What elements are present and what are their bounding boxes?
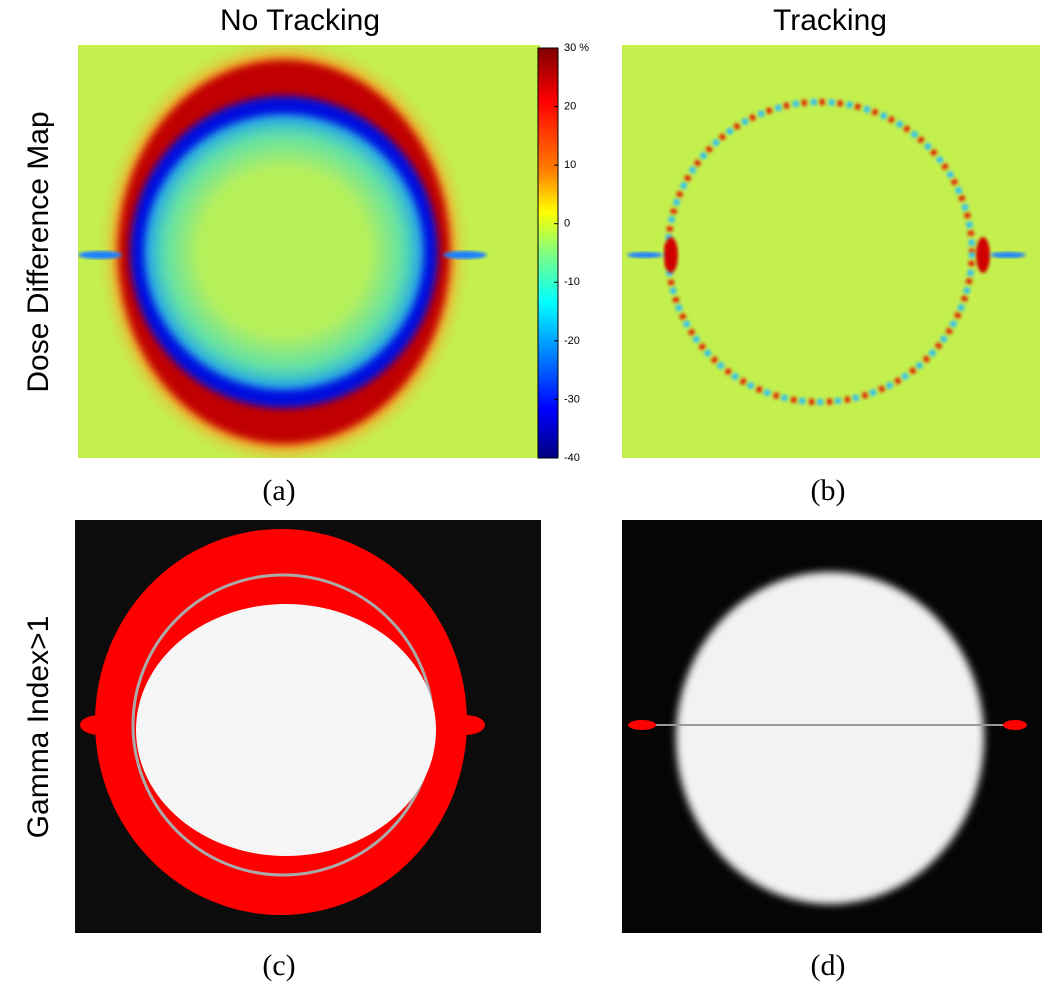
colorbar-tick-label: -30 [564,393,580,405]
colorbar [537,47,559,459]
colorbar-tick-label: -40 [564,452,580,464]
colorbar-tick-label: 0 [564,218,570,230]
panel-label: (d) [811,949,846,982]
row-title: Gamma Index>1 [22,616,55,839]
gamma-map-no-tracking [75,520,541,933]
dose-map-tracking [622,45,1040,458]
column-title: No Tracking [220,4,380,37]
column-title: Tracking [773,4,887,37]
colorbar-tick-label: 10 [564,159,576,171]
colorbar-tick-label: 30 % [564,42,589,54]
colorbar-tick-label: -20 [564,335,580,347]
row-title: Dose Difference Map [22,111,55,392]
colorbar-tick-label: -10 [564,276,580,288]
gamma-map-tracking [622,520,1042,933]
dose-map-no-tracking [78,45,540,458]
panel-label: (c) [262,949,295,982]
panel-label: (a) [262,474,295,507]
panel-label: (b) [811,474,846,507]
colorbar-tick-label: 20 [564,100,576,112]
